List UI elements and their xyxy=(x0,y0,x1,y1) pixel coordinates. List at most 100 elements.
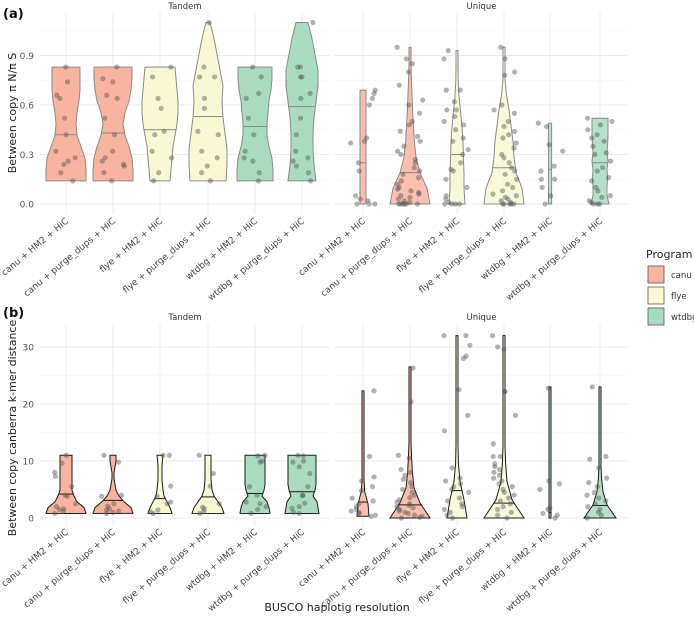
data-point xyxy=(594,132,600,138)
data-point xyxy=(307,470,313,477)
data-point xyxy=(356,510,362,517)
data-point xyxy=(290,158,296,164)
data-point xyxy=(490,453,496,460)
data-point xyxy=(403,56,409,62)
data-point xyxy=(54,92,60,98)
data-point xyxy=(297,74,304,80)
data-point xyxy=(110,509,116,515)
data-point xyxy=(504,181,511,187)
data-point xyxy=(398,466,404,473)
data-point xyxy=(410,505,416,511)
data-point xyxy=(457,475,463,481)
violin-canu xyxy=(45,66,87,182)
data-point xyxy=(457,87,463,93)
data-point xyxy=(443,87,449,93)
data-point xyxy=(491,107,497,113)
data-point xyxy=(103,507,110,513)
data-point xyxy=(118,492,125,498)
violin-wtdbg xyxy=(239,454,271,514)
data-point xyxy=(62,115,68,121)
data-point xyxy=(64,493,70,499)
data-point xyxy=(547,505,553,511)
data-point xyxy=(502,388,508,395)
data-point xyxy=(499,478,505,484)
data-point xyxy=(256,170,262,176)
data-point xyxy=(450,138,456,144)
data-point xyxy=(296,510,302,517)
data-point xyxy=(501,489,508,495)
data-point xyxy=(69,484,75,490)
data-point xyxy=(247,484,253,490)
data-point xyxy=(599,165,606,171)
data-point xyxy=(597,201,603,207)
data-point xyxy=(595,188,601,194)
x-tick-label: canu + purge_dups + HiC xyxy=(22,528,118,611)
panel-label: (a) xyxy=(3,7,24,22)
data-point xyxy=(206,19,212,26)
data-point xyxy=(446,199,452,205)
data-point xyxy=(300,492,306,498)
data-point xyxy=(58,170,64,176)
data-point xyxy=(508,165,515,171)
y-tick-label: 10 xyxy=(23,458,35,468)
facet-title: Unique xyxy=(467,313,497,323)
data-point xyxy=(402,472,408,478)
data-point xyxy=(511,110,517,116)
data-point xyxy=(501,346,507,352)
x-tick-label: flye + purge_dups + HiC xyxy=(121,528,213,607)
data-point xyxy=(305,155,311,161)
data-point xyxy=(445,47,451,54)
data-point xyxy=(356,168,362,174)
data-point xyxy=(65,158,71,164)
data-point xyxy=(463,353,469,359)
data-point xyxy=(508,509,514,515)
data-point xyxy=(310,19,316,26)
data-point xyxy=(250,64,256,70)
data-point xyxy=(372,512,379,518)
data-point xyxy=(110,79,116,85)
data-point xyxy=(372,201,378,207)
data-point xyxy=(110,148,116,154)
data-point xyxy=(52,510,58,517)
data-point xyxy=(417,110,423,116)
data-point xyxy=(401,198,407,204)
data-point xyxy=(443,176,449,182)
data-point xyxy=(161,128,167,134)
data-point xyxy=(149,148,155,154)
violin-wtdbg xyxy=(547,122,553,205)
data-point xyxy=(543,123,550,130)
data-point xyxy=(201,64,207,70)
data-point xyxy=(511,145,517,151)
data-point xyxy=(353,506,359,513)
data-point xyxy=(499,102,505,108)
y-tick-label: 0 xyxy=(28,515,34,525)
data-point xyxy=(537,486,543,493)
data-point xyxy=(584,492,590,498)
data-point xyxy=(256,90,262,97)
data-point xyxy=(242,148,248,154)
y-tick-label: 0.6 xyxy=(20,102,35,112)
data-point xyxy=(352,193,359,199)
data-point xyxy=(121,163,127,169)
data-point xyxy=(501,201,507,207)
data-point xyxy=(415,189,422,196)
data-point xyxy=(407,494,413,501)
data-point xyxy=(450,168,456,174)
data-point xyxy=(457,201,463,207)
data-point xyxy=(443,193,449,199)
data-point xyxy=(598,512,604,518)
data-point xyxy=(156,170,162,176)
data-point xyxy=(243,95,249,101)
data-point xyxy=(200,504,206,510)
data-point xyxy=(511,69,518,75)
data-point xyxy=(72,155,78,161)
data-point xyxy=(356,509,362,515)
data-point xyxy=(201,506,208,512)
data-point xyxy=(442,201,448,207)
data-point xyxy=(207,178,214,184)
data-point xyxy=(560,148,566,154)
data-point xyxy=(448,166,454,172)
data-point xyxy=(459,501,465,507)
y-tick-label: 20 xyxy=(23,401,35,411)
data-point xyxy=(394,504,400,510)
